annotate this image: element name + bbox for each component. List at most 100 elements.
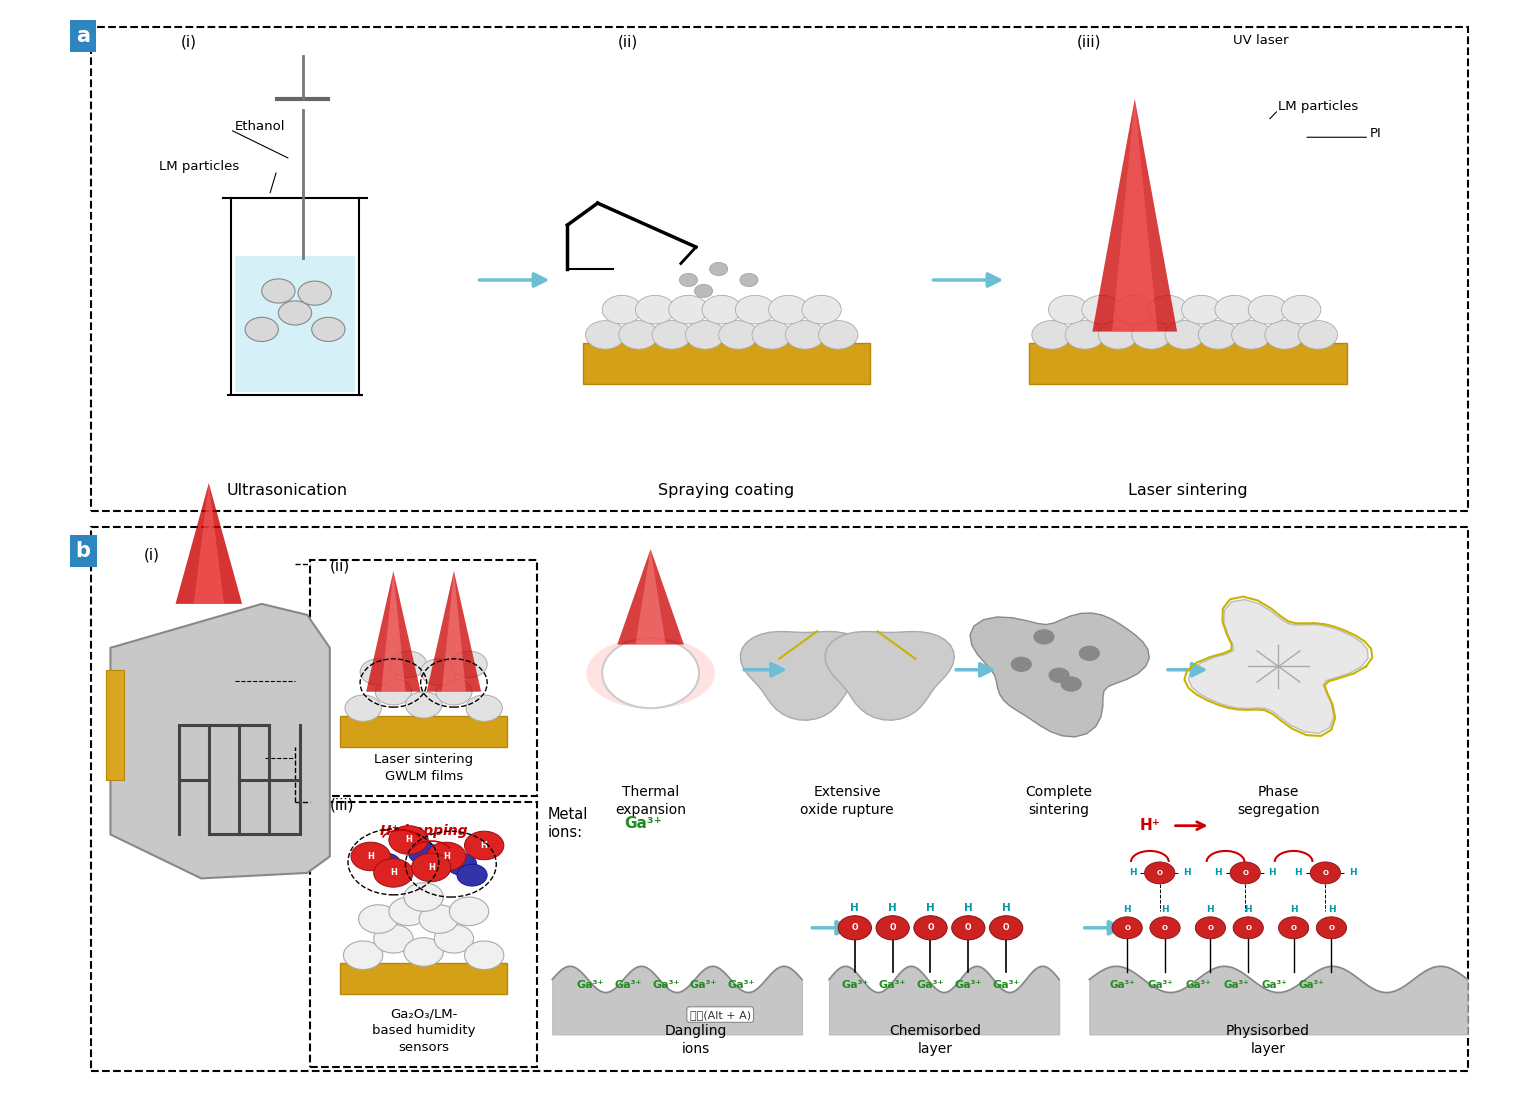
Circle shape (457, 864, 487, 886)
Text: Ga³⁺: Ga³⁺ (879, 979, 906, 990)
Text: O: O (1245, 925, 1251, 931)
Polygon shape (110, 604, 330, 878)
Text: Ga³⁺: Ga³⁺ (1223, 979, 1250, 990)
Text: Spraying coating: Spraying coating (658, 483, 794, 498)
Bar (91, 27, 1468, 511)
Polygon shape (366, 571, 421, 692)
Circle shape (1282, 295, 1321, 324)
Circle shape (449, 897, 489, 926)
Text: PI: PI (1369, 127, 1381, 141)
Circle shape (652, 321, 691, 349)
Circle shape (1298, 321, 1337, 349)
Text: Ga³⁺: Ga³⁺ (993, 979, 1020, 990)
Circle shape (427, 842, 466, 871)
Polygon shape (1188, 600, 1368, 733)
Circle shape (785, 321, 825, 349)
Text: (ii): (ii) (617, 34, 638, 49)
Text: 截图(Alt + A): 截图(Alt + A) (690, 1009, 750, 1020)
Text: H: H (1123, 905, 1132, 914)
Circle shape (679, 273, 697, 287)
Circle shape (1182, 295, 1221, 324)
Circle shape (1165, 321, 1204, 349)
Circle shape (1132, 321, 1171, 349)
Text: H: H (1289, 905, 1298, 914)
Polygon shape (970, 613, 1150, 737)
Circle shape (838, 916, 871, 940)
Circle shape (669, 295, 708, 324)
Text: Laser sintering: Laser sintering (1127, 483, 1248, 498)
Text: O: O (1157, 870, 1162, 876)
Text: H: H (1348, 869, 1357, 877)
Circle shape (389, 897, 428, 926)
Circle shape (1232, 321, 1271, 349)
Text: Ga³⁺: Ga³⁺ (955, 979, 982, 990)
Text: Ga³⁺: Ga³⁺ (1185, 979, 1212, 990)
Text: a: a (76, 26, 91, 46)
Bar (91, 527, 1468, 1071)
Circle shape (1310, 862, 1341, 884)
Text: H: H (850, 903, 859, 914)
Circle shape (1316, 917, 1347, 939)
Text: O: O (927, 923, 934, 932)
Circle shape (360, 659, 396, 685)
Circle shape (404, 883, 443, 911)
Text: O: O (1003, 923, 1009, 932)
Circle shape (1112, 917, 1142, 939)
Text: Laser sintering
GWLM films: Laser sintering GWLM films (374, 753, 474, 783)
Circle shape (1049, 295, 1088, 324)
Polygon shape (635, 549, 666, 645)
Text: Ga³⁺: Ga³⁺ (1109, 979, 1136, 990)
Text: (ii): (ii) (330, 559, 350, 574)
Circle shape (1278, 917, 1309, 939)
Bar (340, 963, 507, 994)
Polygon shape (617, 549, 684, 645)
Text: Ga³⁺: Ga³⁺ (625, 816, 661, 831)
Circle shape (1049, 668, 1070, 683)
Text: H: H (926, 903, 935, 914)
Text: Physisorbed
layer: Physisorbed layer (1226, 1023, 1310, 1056)
Text: H: H (428, 863, 434, 872)
Text: O: O (1328, 925, 1334, 931)
Circle shape (446, 853, 477, 875)
Circle shape (602, 638, 699, 708)
Circle shape (1150, 917, 1180, 939)
Circle shape (586, 321, 625, 349)
Text: O: O (1322, 870, 1328, 876)
Text: O: O (1242, 870, 1248, 876)
Circle shape (1230, 862, 1260, 884)
Bar (583, 343, 870, 384)
Circle shape (436, 679, 472, 705)
Text: Ga³⁺: Ga³⁺ (1147, 979, 1174, 990)
Text: H: H (1327, 905, 1336, 914)
Circle shape (735, 295, 775, 324)
Bar (106, 670, 124, 780)
Circle shape (952, 916, 985, 940)
Text: Ga³⁺: Ga³⁺ (1260, 979, 1288, 990)
Text: Ga³⁺: Ga³⁺ (917, 979, 944, 990)
Circle shape (1198, 321, 1238, 349)
Ellipse shape (587, 637, 716, 709)
Text: Ga₂O₃/LM-
based humidity
sensors: Ga₂O₃/LM- based humidity sensors (372, 1007, 475, 1054)
Text: H: H (1294, 869, 1303, 877)
Text: Extensive
oxide rupture: Extensive oxide rupture (800, 785, 894, 818)
Polygon shape (1092, 99, 1177, 332)
Text: (i): (i) (182, 34, 197, 49)
Text: ions:: ions: (548, 825, 583, 840)
Text: O: O (1207, 925, 1213, 931)
Text: Ga³⁺: Ga³⁺ (728, 979, 755, 990)
Text: H: H (390, 869, 396, 877)
Circle shape (1148, 295, 1188, 324)
Text: H: H (481, 841, 487, 850)
Circle shape (990, 916, 1023, 940)
Text: H: H (1268, 869, 1277, 877)
Text: (iii): (iii) (330, 797, 354, 813)
Bar (310, 802, 537, 1067)
Circle shape (1082, 295, 1121, 324)
Text: H⁺ hopping: H⁺ hopping (380, 825, 468, 838)
Bar (310, 560, 537, 796)
Circle shape (1144, 862, 1176, 884)
Circle shape (278, 301, 312, 325)
Circle shape (752, 321, 791, 349)
Circle shape (464, 941, 504, 970)
Circle shape (1233, 917, 1263, 939)
